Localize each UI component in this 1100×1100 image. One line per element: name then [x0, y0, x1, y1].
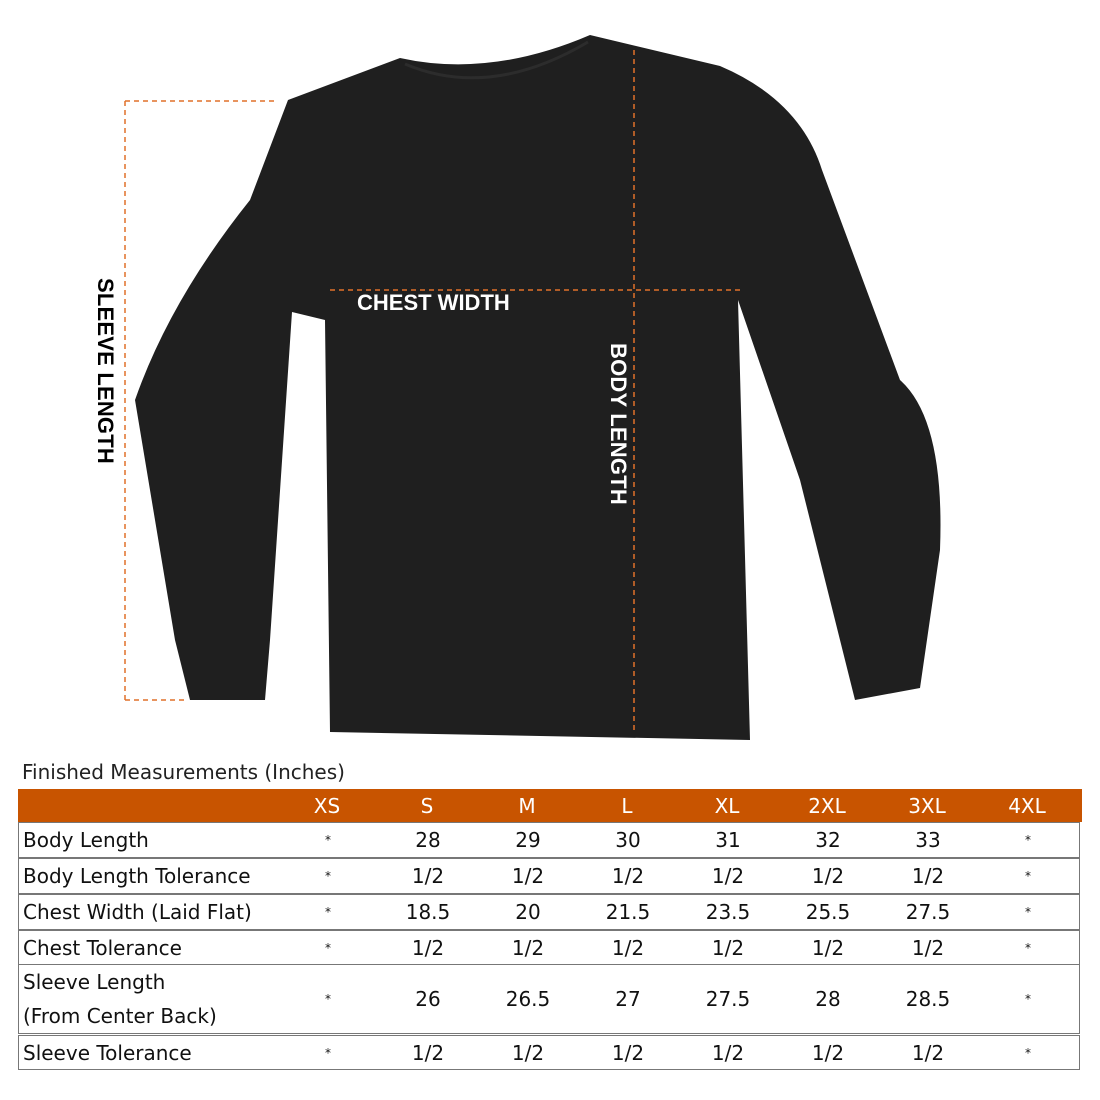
cell-3xl: 33 [915, 828, 941, 852]
cell-4xl: * [1025, 869, 1031, 883]
cell-2xl: 1/2 [811, 935, 845, 960]
cell-xl: 1/2 [711, 1040, 745, 1065]
size-header-3xl: 3XL [908, 794, 946, 818]
cell-4xl: * [1025, 940, 1031, 955]
cell-2xl: 1/2 [811, 1040, 845, 1065]
row-label: Sleeve Tolerance [23, 1041, 192, 1065]
size-header-m: M [518, 794, 536, 818]
cell-xl: 27.5 [705, 987, 751, 1011]
sleeve-length-label: SLEEVE LENGTH [93, 278, 118, 464]
cell-s: 26 [415, 987, 441, 1011]
cell-xs: * [325, 905, 331, 919]
cell-xl: 31 [715, 828, 741, 852]
table-row: Body Length * 28 29 30 31 32 33 * [18, 822, 1080, 858]
size-header-row: XS S M L XL 2XL 3XL 4XL [18, 789, 1082, 822]
body-length-label: BODY LENGTH [606, 343, 631, 505]
cell-2xl: 32 [815, 828, 841, 852]
cell-l: 1/2 [611, 864, 645, 888]
cell-l: 1/2 [611, 935, 645, 960]
cell-2xl: 25.5 [805, 900, 851, 924]
cell-4xl: * [1025, 905, 1031, 919]
cell-3xl: 1/2 [911, 935, 945, 960]
cell-4xl: * [1025, 992, 1031, 1006]
cell-s: 18.5 [405, 900, 451, 924]
cell-m: 1/2 [511, 1040, 545, 1065]
cell-2xl: 28 [815, 987, 841, 1011]
cell-l: 27 [615, 987, 641, 1011]
cell-xl: 1/2 [711, 935, 745, 960]
cell-3xl: 28.5 [905, 987, 951, 1011]
cell-l: 21.5 [605, 900, 651, 924]
row-label: Sleeve Length [23, 970, 166, 994]
cell-xs: * [325, 940, 331, 955]
cell-3xl: 1/2 [911, 864, 945, 888]
cell-s: 28 [415, 828, 441, 852]
size-header-xl: XL [714, 794, 740, 818]
table-title: Finished Measurements (Inches) [22, 760, 345, 784]
row-label-line2: (From Center Back) [23, 1004, 217, 1028]
cell-4xl: * [1025, 1045, 1031, 1060]
size-header-2xl: 2XL [808, 794, 846, 818]
size-header-4xl: 4XL [1008, 794, 1046, 818]
cell-m: 26.5 [505, 987, 551, 1011]
cell-3xl: 27.5 [905, 900, 951, 924]
long-sleeve-shirt-illustration [124, 35, 941, 740]
cell-s: 1/2 [411, 1040, 445, 1065]
chest-width-label: CHEST WIDTH [357, 290, 510, 315]
cell-xs: * [325, 833, 331, 847]
cell-l: 1/2 [611, 1040, 645, 1065]
collar [404, 40, 589, 80]
cell-xl: 23.5 [705, 900, 751, 924]
cell-3xl: 1/2 [911, 1040, 945, 1065]
size-header-xs: XS [313, 794, 341, 818]
cell-m: 29 [515, 828, 541, 852]
table-row: Chest Width (Laid Flat) * 18.5 20 21.5 23.5 25… [18, 894, 1080, 930]
shirt-body [135, 35, 941, 740]
row-label: Body Length Tolerance [23, 864, 251, 888]
table-row: Sleeve Length (From Center Back) * 26 26.5 27… [18, 964, 1080, 1034]
cell-l: 30 [615, 828, 641, 852]
cell-m: 20 [515, 900, 541, 924]
size-header-s: S [420, 794, 434, 818]
cell-m: 1/2 [511, 864, 545, 888]
row-label: Chest Tolerance [23, 936, 182, 960]
size-header-l: L [621, 794, 633, 818]
table-row: Sleeve Tolerance * 1/2 1/2 1/2 1/2 1/2 1/2 * [18, 1035, 1080, 1070]
row-label: Chest Width (Laid Flat) [23, 900, 252, 924]
table-row: Chest Tolerance * 1/2 1/2 1/2 1/2 1/2 1/2 * [18, 930, 1080, 965]
cell-s: 1/2 [411, 864, 445, 888]
table-row: Body Length Tolerance * 1/2 1/2 1/2 1/2 1/2 1/2… [18, 858, 1080, 894]
cell-2xl: 1/2 [811, 864, 845, 888]
cell-s: 1/2 [411, 935, 445, 960]
cell-xs: * [325, 992, 331, 1006]
cell-xl: 1/2 [711, 864, 745, 888]
cell-m: 1/2 [511, 935, 545, 960]
row-label: Body Length [23, 828, 149, 852]
cell-4xl: * [1025, 833, 1031, 847]
cell-xs: * [325, 1045, 331, 1060]
cell-xs: * [325, 869, 331, 883]
